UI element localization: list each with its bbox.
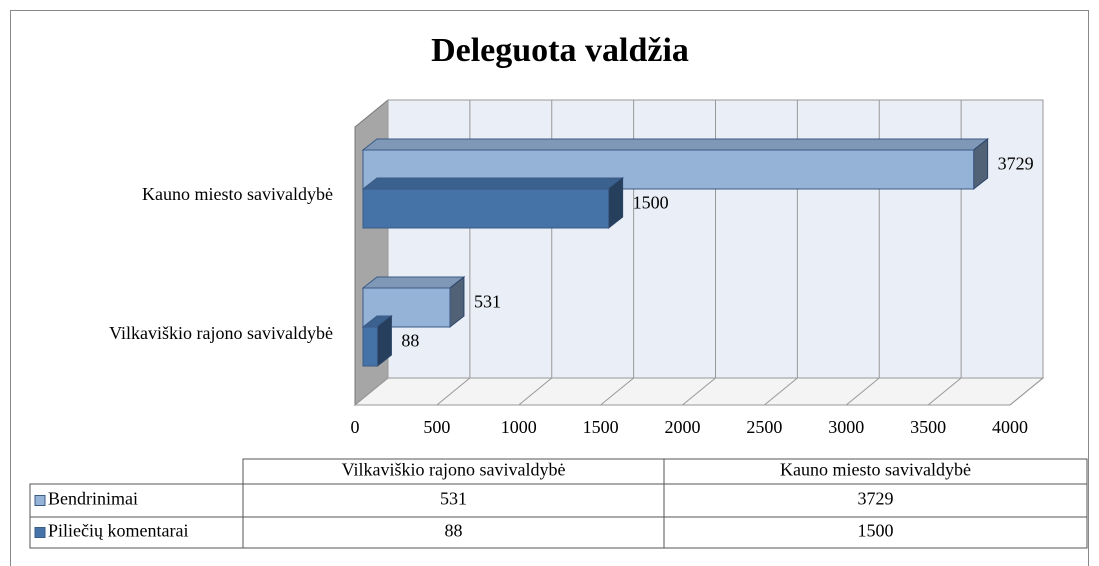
data-label: 3729 bbox=[998, 154, 1034, 174]
legend-label: Piliečių komentarai bbox=[48, 521, 188, 541]
floor-line bbox=[354, 377, 389, 406]
bar bbox=[362, 287, 451, 328]
x-tick-label: 4000 bbox=[992, 417, 1028, 437]
x-tick-label: 3000 bbox=[828, 417, 864, 437]
bar-top bbox=[361, 276, 466, 289]
data-label: 531 bbox=[474, 292, 501, 312]
x-tick-label: 0 bbox=[351, 417, 360, 437]
legend-key bbox=[34, 495, 46, 506]
x-tick-label: 500 bbox=[423, 417, 450, 437]
floor-line bbox=[436, 377, 471, 406]
data-label: 1500 bbox=[633, 193, 669, 213]
floor-line bbox=[845, 377, 880, 406]
bar bbox=[362, 326, 378, 367]
table-cell: 531 bbox=[440, 489, 467, 509]
floor-line bbox=[682, 377, 716, 406]
y-tick-label: Kauno miesto savivaldybė bbox=[142, 184, 333, 204]
table-cell: 88 bbox=[445, 521, 463, 541]
floor-line bbox=[600, 377, 634, 406]
bar-top bbox=[361, 177, 625, 190]
y-tick-label: Vilkaviškio rajono savivaldybė bbox=[109, 323, 333, 343]
floor-line bbox=[1009, 377, 1044, 406]
table-header-cell: Kauno miesto savivaldybė bbox=[780, 460, 971, 480]
x-tick-label: 1000 bbox=[501, 417, 537, 437]
table-body bbox=[29, 483, 1088, 549]
bar bbox=[362, 188, 610, 229]
data-label: 88 bbox=[401, 331, 419, 351]
legend-label: Bendrinimai bbox=[48, 489, 138, 509]
chart-title: Deleguota valdžia bbox=[431, 32, 689, 69]
table-header-cell: Vilkaviškio rajono savivaldybė bbox=[342, 460, 566, 480]
x-tick-label: 3500 bbox=[910, 417, 946, 437]
table-cell: 1500 bbox=[858, 521, 894, 541]
x-tick-label: 2500 bbox=[746, 417, 782, 437]
table-cell: 3729 bbox=[858, 489, 894, 509]
floor-line bbox=[518, 377, 553, 406]
bar-top bbox=[361, 138, 990, 151]
legend-key bbox=[34, 527, 46, 538]
x-tick-label: 1500 bbox=[583, 417, 619, 437]
x-tick-label: 2000 bbox=[665, 417, 701, 437]
floor-line bbox=[927, 377, 962, 406]
floor-line bbox=[764, 377, 798, 406]
